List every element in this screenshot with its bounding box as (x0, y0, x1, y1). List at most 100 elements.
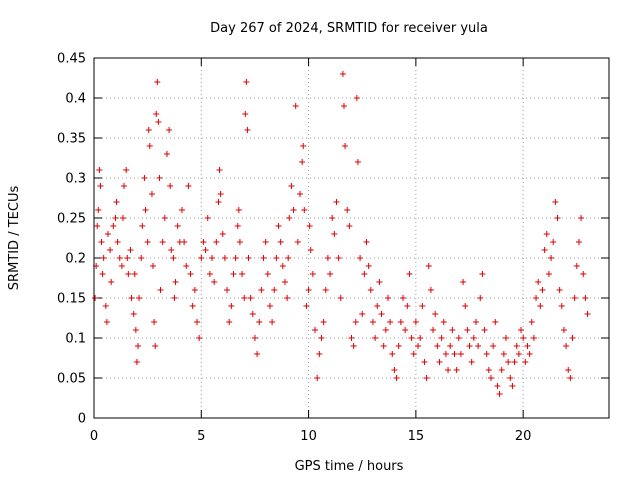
data-point (141, 175, 148, 181)
data-point (230, 271, 237, 277)
data-point (150, 263, 157, 269)
data-point (442, 351, 449, 357)
data-point (128, 295, 135, 301)
data-point (518, 327, 525, 333)
data-point (297, 191, 303, 197)
data-point (148, 191, 155, 197)
data-point (306, 223, 313, 229)
data-point (108, 279, 115, 285)
data-point (185, 183, 192, 189)
data-point (472, 319, 479, 325)
data-point (256, 319, 263, 325)
x-tick-label: 15 (408, 429, 425, 444)
data-point (485, 367, 492, 373)
data-point (221, 255, 228, 261)
data-point (124, 255, 131, 261)
data-point (249, 311, 256, 317)
data-point (275, 223, 282, 229)
data-point (163, 151, 170, 157)
data-point (333, 199, 340, 205)
data-point (376, 279, 383, 285)
data-point (244, 127, 251, 133)
data-point (528, 319, 535, 325)
data-point (530, 335, 537, 341)
data-point (318, 335, 325, 341)
data-point (119, 215, 126, 221)
data-point (477, 295, 484, 301)
data-point (262, 239, 269, 245)
data-point (513, 343, 520, 349)
data-point (503, 335, 509, 341)
data-point (269, 319, 276, 325)
data-point (288, 183, 295, 189)
data-point (95, 207, 102, 213)
data-point (281, 279, 288, 285)
data-point (425, 263, 432, 269)
data-point (367, 287, 374, 293)
data-point (191, 287, 198, 293)
data-point (243, 79, 250, 85)
data-point (457, 351, 464, 357)
data-point (524, 343, 531, 349)
data-point (217, 191, 224, 197)
data-point (133, 359, 140, 365)
data-point (423, 375, 430, 381)
data-point (181, 239, 188, 245)
data-point (481, 327, 488, 333)
data-point (339, 71, 346, 77)
grid-lines (94, 58, 609, 418)
data-point (224, 287, 231, 293)
data-point (406, 271, 413, 277)
data-point (219, 231, 226, 237)
data-point (479, 271, 486, 277)
data-point (515, 351, 522, 357)
data-point (552, 199, 559, 205)
data-point (273, 255, 280, 261)
data-point (554, 215, 561, 221)
data-point (417, 335, 424, 341)
data-point (430, 327, 437, 333)
data-point (104, 231, 111, 237)
data-point (277, 239, 284, 245)
data-point (98, 239, 105, 245)
data-point (279, 263, 286, 269)
data-point (131, 271, 138, 277)
data-point (110, 223, 117, 229)
data-point (539, 287, 546, 293)
data-point (548, 255, 555, 261)
data-point (301, 207, 308, 213)
data-point (322, 287, 329, 293)
data-point (342, 143, 349, 149)
chart-title: Day 267 of 2024, SRMTID for receiver yul… (210, 21, 488, 36)
data-point (209, 255, 216, 261)
data-point (331, 231, 338, 237)
data-point (389, 351, 396, 357)
data-point (94, 223, 101, 229)
data-point (116, 255, 123, 261)
data-point (382, 327, 389, 333)
data-point (526, 351, 533, 357)
data-point (509, 383, 516, 389)
data-point (563, 343, 570, 349)
data-point (241, 295, 248, 301)
data-point (387, 319, 394, 325)
data-point (161, 215, 168, 221)
y-axis-label: SRMTID / TECUs (7, 186, 22, 291)
data-point (520, 335, 527, 341)
data-point (412, 319, 419, 325)
data-point (541, 247, 548, 253)
data-point (505, 359, 512, 365)
data-point (114, 239, 121, 245)
data-point (357, 255, 364, 261)
data-point (121, 183, 128, 189)
data-point (125, 271, 132, 277)
data-point (434, 343, 441, 349)
data-point (455, 335, 462, 341)
data-point (427, 287, 434, 293)
data-point (438, 335, 445, 341)
data-point (138, 255, 145, 261)
data-point (569, 335, 576, 341)
data-point (507, 375, 514, 381)
data-point (350, 343, 357, 349)
data-point (153, 111, 160, 117)
